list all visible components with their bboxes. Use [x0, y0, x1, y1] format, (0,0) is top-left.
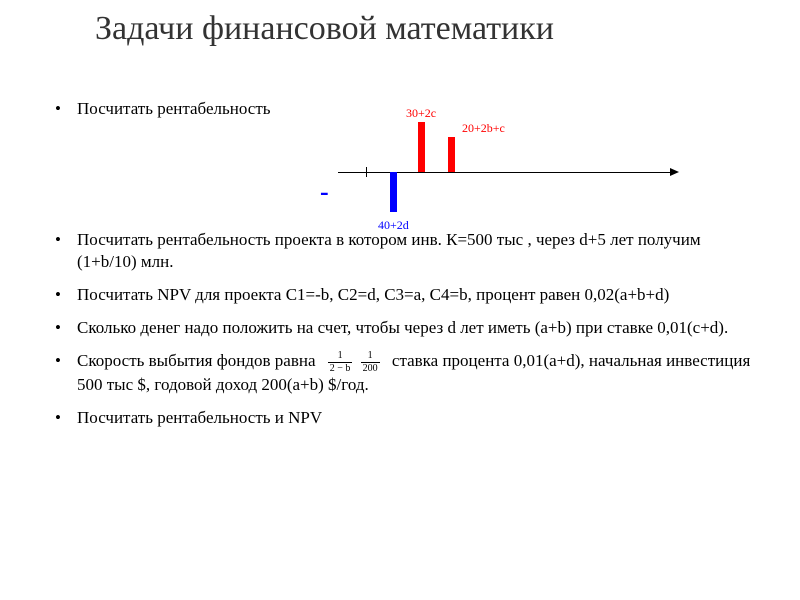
slide-container: Задачи финансовой математики Посчитать р…	[0, 0, 800, 600]
formula-group: 1 2 − b 1 200	[326, 351, 386, 370]
axis-arrowhead-icon	[670, 168, 679, 176]
chart-bar	[390, 172, 397, 212]
bullet-3-text: Посчитать NPV для проекта С1=-b, C2=d, C…	[77, 285, 669, 304]
axis-tick	[366, 167, 367, 177]
minus-label: -	[320, 177, 329, 207]
bullet-4: Сколько денег надо положить на счет, что…	[55, 317, 760, 338]
chart-bar-label: 30+2c	[406, 106, 436, 121]
chart-bar-label: 20+2b+c	[462, 121, 505, 136]
bullet-6-text: Посчитать рентабельность и NPV	[77, 408, 322, 427]
page-title: Задачи финансовой математики	[95, 10, 760, 48]
fraction-1: 1 2 − b	[328, 351, 353, 374]
frac2-num: 1	[361, 351, 380, 363]
fraction-2: 1 200	[361, 351, 380, 374]
bullet-5: Скорость выбытия фондов равна 1 2 − b 1 …	[55, 350, 760, 395]
bullet-3: Посчитать NPV для проекта С1=-b, C2=d, C…	[55, 284, 760, 305]
bullet-5-pre: Скорость выбытия фондов равна	[77, 351, 320, 370]
chart-bar	[448, 137, 455, 172]
bullet-6: Посчитать рентабельность и NPV	[55, 407, 760, 428]
frac1-num: 1	[328, 351, 353, 363]
bullet-1-text: Посчитать рентабельность	[77, 99, 271, 118]
bullet-4-text: Сколько денег надо положить на счет, что…	[77, 318, 728, 337]
x-axis	[338, 172, 670, 173]
cashflow-chart: - 40+2d 30+2c 20+2b+c	[320, 100, 740, 250]
frac1-den: 2 − b	[328, 363, 353, 374]
chart-bar-label: 40+2d	[378, 218, 409, 233]
frac2-den: 200	[361, 363, 380, 374]
chart-bar	[418, 122, 425, 172]
